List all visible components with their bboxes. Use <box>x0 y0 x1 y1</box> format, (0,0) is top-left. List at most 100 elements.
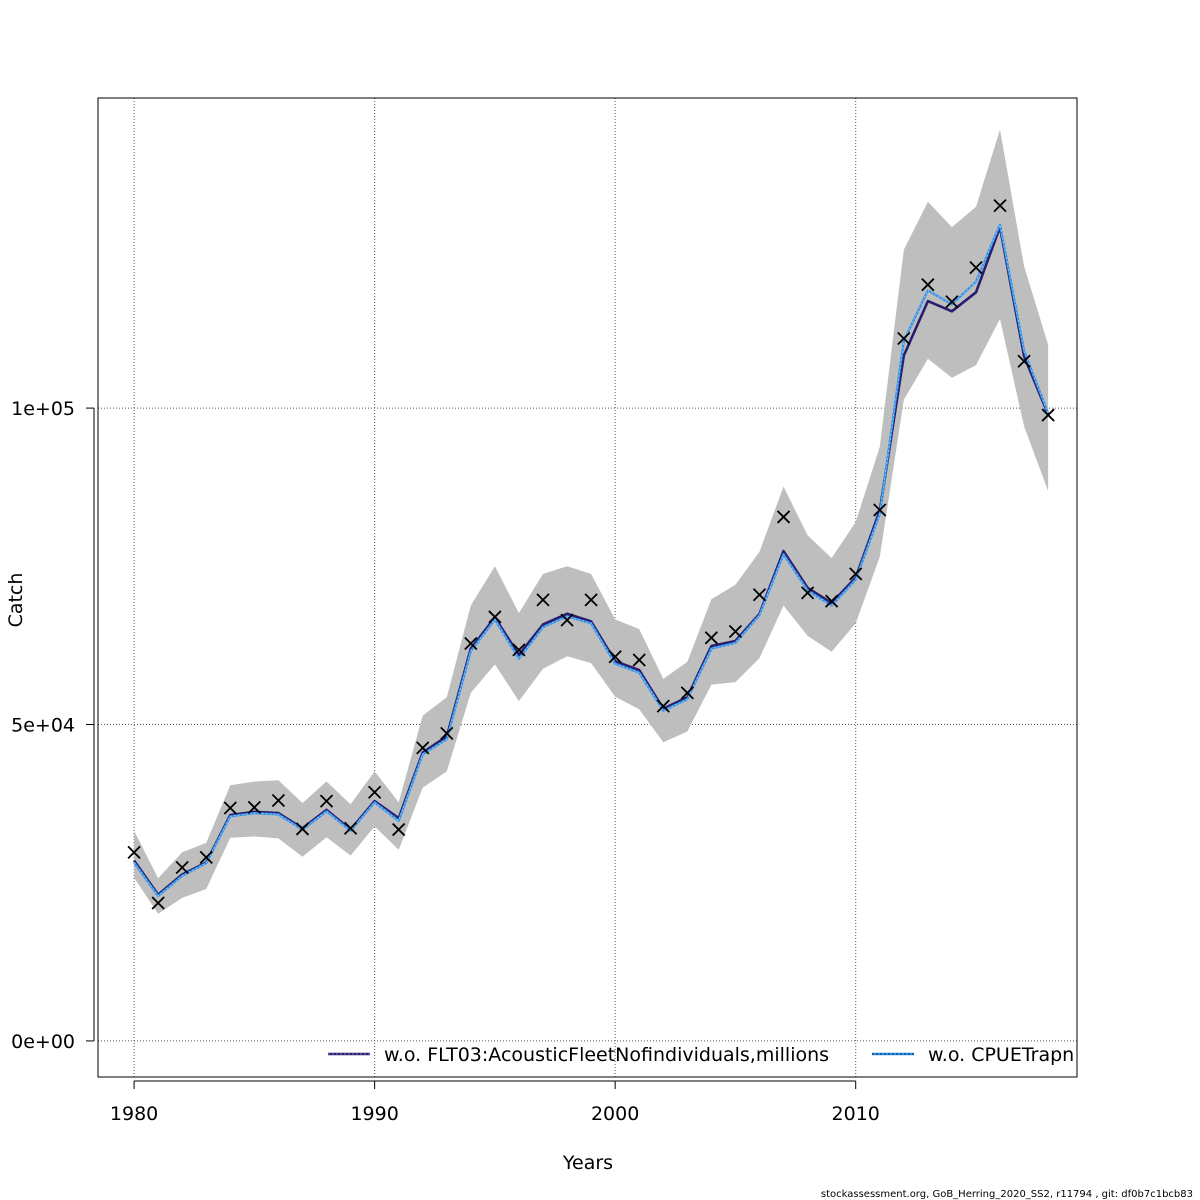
observed-point-1991 <box>392 822 406 837</box>
observed-point-stroke-b <box>392 822 406 837</box>
legend-label-series2: w.o. CPUETrapn <box>928 1044 1074 1066</box>
observed-point-stroke-b <box>512 643 526 657</box>
observed-point-2003 <box>680 686 694 700</box>
observed-point-stroke-b <box>608 650 622 664</box>
observed-point-2013 <box>921 278 935 292</box>
observed-point-stroke-b <box>969 260 983 275</box>
observed-point-2011 <box>873 503 887 517</box>
series-line-cpuetrapn-dash <box>133 223 1049 897</box>
y-tick-label-0: 0e+00 <box>11 1031 75 1053</box>
observed-point-1994 <box>464 636 478 651</box>
observed-point-stroke-b <box>1041 408 1055 422</box>
observed-point-1989 <box>343 821 358 835</box>
legend: w.o. FLT03:AcousticFleetNofindividuals,m… <box>328 1044 1074 1066</box>
x-tick-label-2010: 2010 <box>832 1103 880 1125</box>
observed-points <box>127 198 1055 910</box>
observed-point-stroke-b <box>343 821 358 835</box>
observed-point-stroke-b <box>849 567 863 581</box>
observed-point-stroke-b <box>1017 354 1031 368</box>
observed-point-stroke-b <box>440 726 454 741</box>
observed-point-stroke-b <box>993 198 1007 213</box>
observed-point-1981 <box>151 896 165 910</box>
series-lines <box>133 223 1050 898</box>
x-tick-label-2000: 2000 <box>591 1103 639 1125</box>
observed-point-2014 <box>945 295 959 309</box>
observed-point-2016 <box>993 198 1007 213</box>
observed-point-stroke-b <box>776 510 791 524</box>
observed-point-1998 <box>560 613 574 627</box>
x-axis: 1980 1990 2000 2010 <box>110 1080 880 1125</box>
observed-point-2010 <box>849 567 863 581</box>
observed-point-stroke-b <box>825 594 839 608</box>
observed-point-stroke-b <box>752 588 767 602</box>
observed-point-stroke-b <box>632 653 646 667</box>
observed-point-1985 <box>247 800 261 815</box>
observed-point-stroke-b <box>728 624 743 639</box>
observed-point-stroke-b <box>800 586 815 600</box>
observed-point-2009 <box>825 594 839 608</box>
observed-point-stroke-b <box>560 613 574 627</box>
plot-frame <box>97 97 1078 1078</box>
observed-point-1997 <box>536 593 550 607</box>
observed-point-stroke-b <box>223 801 237 815</box>
observed-point-2015 <box>969 260 983 275</box>
observed-point-2002 <box>656 699 670 713</box>
observed-point-stroke-b <box>584 593 598 607</box>
observed-point-1992 <box>416 741 430 755</box>
observed-point-2008 <box>800 586 815 600</box>
observed-point-2001 <box>632 653 646 667</box>
y-axis-title: Catch <box>5 573 27 628</box>
y-tick-label-100000: 1e+05 <box>11 398 75 420</box>
observed-point-2004 <box>704 631 719 645</box>
observed-point-1990 <box>367 785 382 799</box>
observed-point-2007 <box>776 510 791 524</box>
observed-point-2000 <box>608 650 622 664</box>
observed-point-stroke-b <box>367 785 382 799</box>
observed-point-1984 <box>223 801 237 815</box>
observed-point-2005 <box>728 624 743 639</box>
observed-point-stroke-b <box>656 699 670 713</box>
observed-point-1982 <box>175 860 189 875</box>
observed-point-1988 <box>319 794 334 808</box>
observed-point-stroke-b <box>873 503 887 517</box>
observed-point-stroke-b <box>921 278 935 292</box>
x-tick-label-1990: 1990 <box>350 1103 398 1125</box>
observed-point-stroke-b <box>416 741 430 755</box>
observed-point-stroke-b <box>271 793 286 808</box>
observed-point-2012 <box>897 331 911 346</box>
observed-point-1993 <box>440 726 454 741</box>
y-axis: 0e+00 5e+04 1e+05 <box>11 398 95 1053</box>
observed-point-stroke-b <box>175 860 189 875</box>
observed-point-1987 <box>295 822 310 836</box>
observed-point-2018 <box>1041 408 1055 422</box>
observed-point-stroke-b <box>488 610 502 624</box>
legend-label-series1: w.o. FLT03:AcousticFleetNofindividuals,m… <box>384 1044 829 1066</box>
observed-point-stroke-b <box>295 822 310 836</box>
observed-point-1996 <box>512 643 526 657</box>
observed-point-stroke-b <box>945 295 959 309</box>
observed-point-stroke-b <box>897 331 911 346</box>
x-tick-label-1980: 1980 <box>110 1103 158 1125</box>
observed-point-stroke-b <box>536 593 550 607</box>
observed-point-stroke-b <box>319 794 334 808</box>
observed-point-stroke-b <box>464 636 478 651</box>
observed-point-stroke-b <box>127 845 141 859</box>
observed-point-1980 <box>127 845 141 859</box>
observed-point-stroke-b <box>247 800 261 815</box>
observed-point-2006 <box>752 588 767 602</box>
observed-point-1995 <box>488 610 502 624</box>
footer-credit: stockassessment.org, GoB_Herring_2020_SS… <box>821 1189 1193 1200</box>
x-axis-title: Years <box>562 1152 613 1174</box>
observed-point-2017 <box>1017 354 1031 368</box>
observed-point-stroke-b <box>680 686 694 700</box>
confidence-band-area <box>134 129 1049 914</box>
observed-point-stroke-b <box>704 631 719 645</box>
observed-point-1999 <box>584 593 598 607</box>
y-tick-label-50000: 5e+04 <box>11 715 75 737</box>
observed-point-1983 <box>199 850 213 865</box>
observed-point-1986 <box>271 793 286 808</box>
confidence-band <box>134 129 1049 914</box>
observed-point-stroke-b <box>199 850 213 865</box>
observed-point-stroke-b <box>151 896 165 910</box>
